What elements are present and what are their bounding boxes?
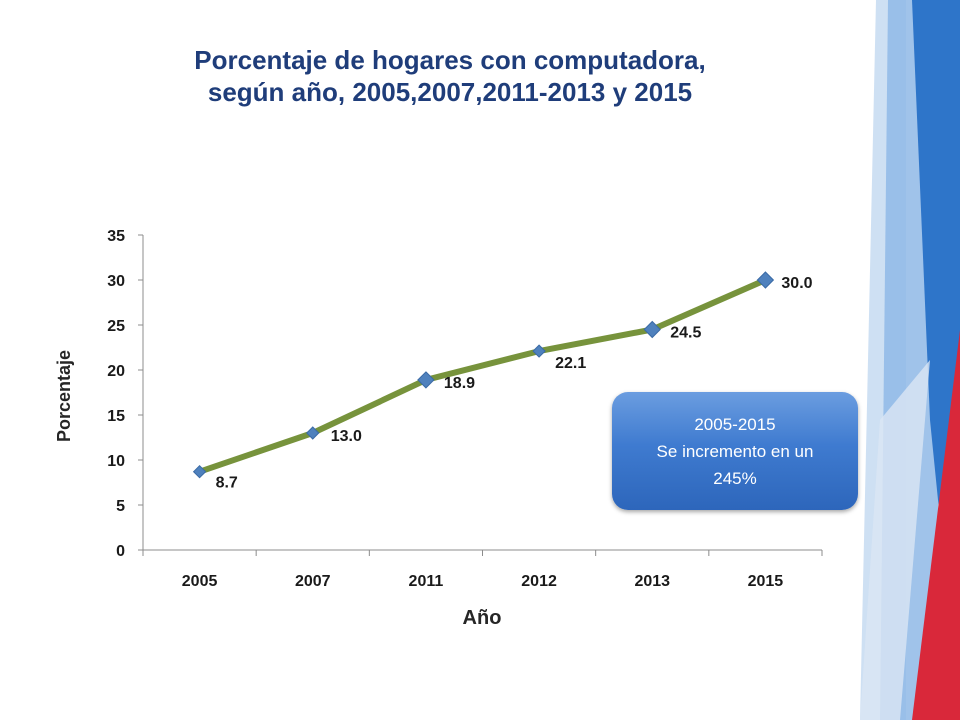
data-label: 13.0 bbox=[331, 428, 362, 445]
x-tick-label: 2015 bbox=[748, 573, 784, 590]
data-point-marker bbox=[306, 426, 320, 440]
y-tick-label: 30 bbox=[107, 273, 125, 290]
y-tick-label: 0 bbox=[116, 543, 125, 560]
data-label: 30.0 bbox=[781, 275, 812, 292]
chart-series bbox=[192, 271, 775, 479]
series-line bbox=[196, 277, 769, 475]
x-tick-label: 2007 bbox=[295, 573, 331, 590]
slide-title: Porcentaje de hogares con computadora, s… bbox=[80, 44, 820, 108]
callout-line-2: Se incremento en un bbox=[656, 441, 814, 461]
x-tick-label: 2011 bbox=[409, 573, 444, 590]
pale-stripe bbox=[860, 360, 930, 720]
x-tick-label: 2005 bbox=[182, 573, 218, 590]
data-label: 24.5 bbox=[670, 325, 701, 342]
data-point-marker bbox=[417, 371, 435, 389]
y-tick-label: 25 bbox=[107, 318, 125, 335]
y-tick-label: 5 bbox=[116, 498, 125, 515]
data-point-marker bbox=[192, 464, 207, 479]
callout-box: 2005-2015 Se incremento en un 245% bbox=[612, 392, 858, 510]
data-point-marker bbox=[643, 320, 661, 339]
y-tick-label: 35 bbox=[107, 228, 125, 245]
title-line-2: según año, 2005,2007,2011-2013 y 2015 bbox=[207, 77, 693, 107]
data-point-marker bbox=[532, 344, 546, 358]
chart-axes: 0 5 10 15 20 25 30 35 2005 2007 2011 2012 2013 2015 bbox=[107, 228, 823, 590]
title-line-1: Porcentaje de hogares con computadora, bbox=[194, 45, 706, 75]
data-label: 18.9 bbox=[444, 375, 475, 392]
red-stripe bbox=[912, 330, 960, 720]
x-tick-label: 2013 bbox=[634, 573, 670, 590]
x-tick-label: 2012 bbox=[521, 573, 557, 590]
y-tick-label: 20 bbox=[107, 363, 125, 380]
callout-line-3: 245% bbox=[713, 468, 757, 488]
callout-line-1: 2005-2015 bbox=[694, 414, 776, 434]
data-label: 22.1 bbox=[555, 355, 586, 372]
chart-data-labels: 8.7 13.0 18.9 22.1 24.5 30.0 bbox=[216, 275, 813, 492]
y-axis-title: Porcentaje bbox=[54, 350, 74, 442]
data-label: 8.7 bbox=[216, 475, 238, 492]
data-point-marker bbox=[756, 271, 775, 289]
y-tick-label: 15 bbox=[107, 408, 125, 425]
x-axis-title: Año bbox=[463, 607, 502, 629]
y-tick-label: 10 bbox=[107, 453, 125, 470]
